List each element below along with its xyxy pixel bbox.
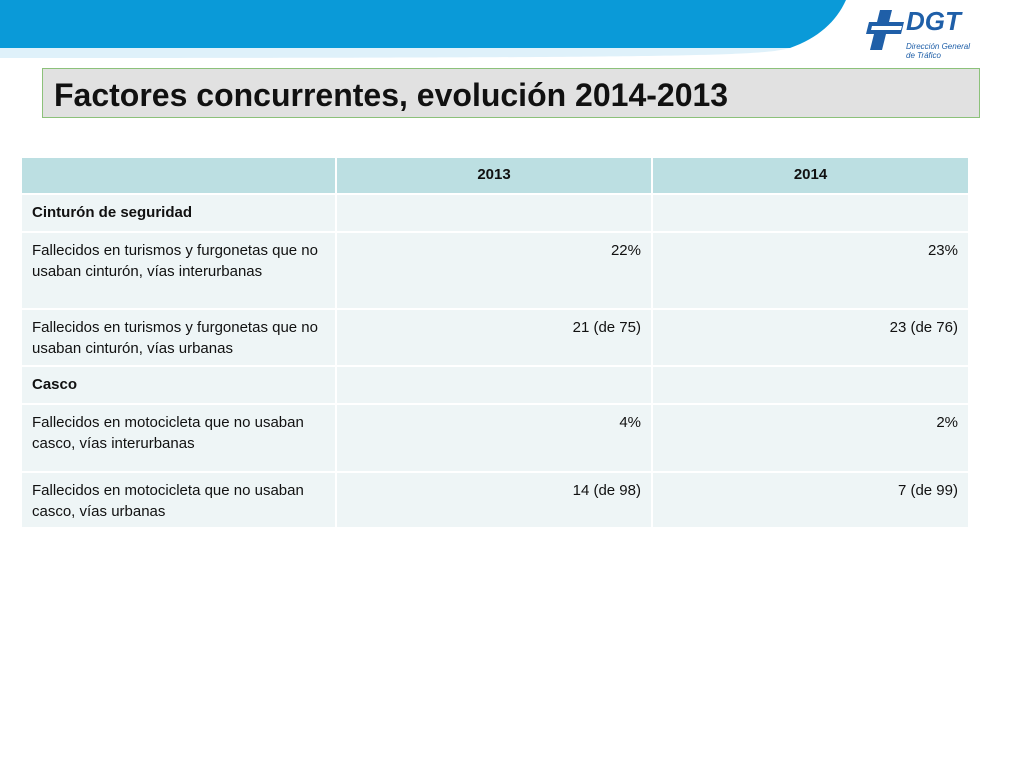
dgt-cross-icon: [866, 10, 904, 50]
table-row: Fallecidos en turismos y furgonetas que …: [20, 231, 970, 310]
cell-2014: 23%: [651, 231, 970, 310]
row-label: Fallecidos en motocicleta que no usaban …: [20, 471, 337, 529]
header-cell-2014: 2014: [651, 156, 970, 195]
cell-2013: [335, 193, 653, 233]
cell-2014: 23 (de 76): [651, 308, 970, 367]
cell-2013: 21 (de 75): [335, 308, 653, 367]
table-row-section-seatbelt: Cinturón de seguridad: [20, 193, 970, 233]
dgt-logo: DGT Dirección General de Tráfico: [866, 6, 986, 64]
table-row: Fallecidos en motocicleta que no usaban …: [20, 403, 970, 473]
cell-2013: 22%: [335, 231, 653, 310]
header-cell-2013: 2013: [335, 156, 653, 195]
logo-text: DGT: [906, 6, 961, 36]
logo-subtitle: Dirección General de Tráfico: [906, 42, 970, 60]
table-row: Fallecidos en motocicleta que no usaban …: [20, 471, 970, 529]
cell-2014: 2%: [651, 403, 970, 473]
header-cell-label: [20, 156, 337, 195]
factors-table: 2013 2014 Cinturón de seguridad Fallecid…: [20, 156, 970, 529]
title-box: Factores concurrentes, evolución 2014-20…: [42, 68, 980, 118]
cell-2014: [651, 193, 970, 233]
cell-2014: [651, 365, 970, 405]
logo-subtitle-line1: Dirección General: [906, 42, 971, 51]
cell-2013: 4%: [335, 403, 653, 473]
cell-2013: 14 (de 98): [335, 471, 653, 529]
header-band: [0, 0, 846, 58]
header-band-shape: [0, 0, 846, 48]
cell-2014: 7 (de 99): [651, 471, 970, 529]
row-label: Fallecidos en turismos y furgonetas que …: [20, 231, 337, 310]
logo-subtitle-line2: de Tráfico: [906, 51, 941, 60]
header-band-highlight: [0, 48, 790, 58]
table-header-row: 2013 2014: [20, 156, 970, 195]
row-label: Fallecidos en motocicleta que no usaban …: [20, 403, 337, 473]
page-title: Factores concurrentes, evolución 2014-20…: [54, 77, 729, 113]
cell-2013: [335, 365, 653, 405]
row-label: Casco: [20, 365, 337, 405]
table-row: Fallecidos en turismos y furgonetas que …: [20, 308, 970, 367]
row-label: Fallecidos en turismos y furgonetas que …: [20, 308, 337, 367]
row-label: Cinturón de seguridad: [20, 193, 337, 233]
table-row-section-helmet: Casco: [20, 365, 970, 405]
